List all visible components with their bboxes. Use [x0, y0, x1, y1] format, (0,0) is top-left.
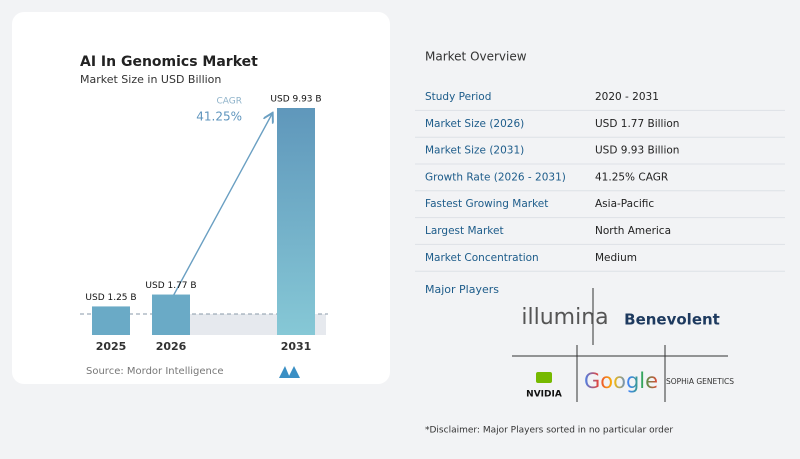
row-label: Growth Rate (2026 - 2031)	[425, 171, 566, 183]
value-label: USD 1.25 B	[85, 293, 136, 303]
player-logo: NVIDIA	[526, 390, 562, 400]
cagr-arrow	[170, 114, 272, 301]
bar	[277, 108, 315, 335]
x-tick-label: 2026	[156, 340, 187, 353]
overview-title: Market Overview	[425, 50, 527, 64]
row-value: Asia-Pacific	[595, 198, 654, 210]
value-label: USD 1.77 B	[145, 281, 196, 291]
player-logo: illumina	[521, 305, 608, 330]
source: Source: Mordor Intelligence	[86, 366, 224, 377]
bar	[152, 294, 190, 335]
bar	[92, 306, 130, 335]
disclaimer: *Disclaimer: Major Players sorted in no …	[425, 426, 673, 436]
row-value: USD 9.93 Billion	[595, 145, 679, 157]
player-logo: Google	[584, 369, 658, 393]
row-value: USD 1.77 Billion	[595, 118, 679, 130]
chart-subtitle: Market Size in USD Billion	[80, 73, 221, 86]
x-tick-label: 2025	[96, 340, 127, 353]
row-label: Largest Market	[425, 225, 504, 237]
value-label: USD 9.93 B	[270, 95, 321, 105]
row-value: 2020 - 2031	[595, 91, 659, 103]
row-value: North America	[595, 225, 671, 237]
player-logo: Benevolent	[624, 311, 720, 329]
row-label: Market Size (2031)	[425, 145, 524, 157]
row-label: Fastest Growing Market	[425, 198, 548, 210]
chart-title: AI In Genomics Market	[80, 54, 258, 70]
x-tick-label: 2031	[281, 340, 312, 353]
row-label: Market Size (2026)	[425, 118, 524, 130]
cagr-value: 41.25%	[196, 110, 242, 124]
cagr-label: CAGR	[216, 97, 242, 107]
brand-logo	[279, 366, 300, 378]
player-logo: SOPHiA GENETICS	[666, 377, 734, 386]
row-label: Study Period	[425, 91, 491, 103]
row-value: Medium	[595, 252, 637, 264]
players-title: Major Players	[425, 283, 499, 296]
nvidia-icon	[536, 372, 552, 383]
logo-grid	[512, 288, 728, 402]
row-value: 41.25% CAGR	[595, 171, 668, 183]
row-label: Market Concentration	[425, 252, 539, 264]
